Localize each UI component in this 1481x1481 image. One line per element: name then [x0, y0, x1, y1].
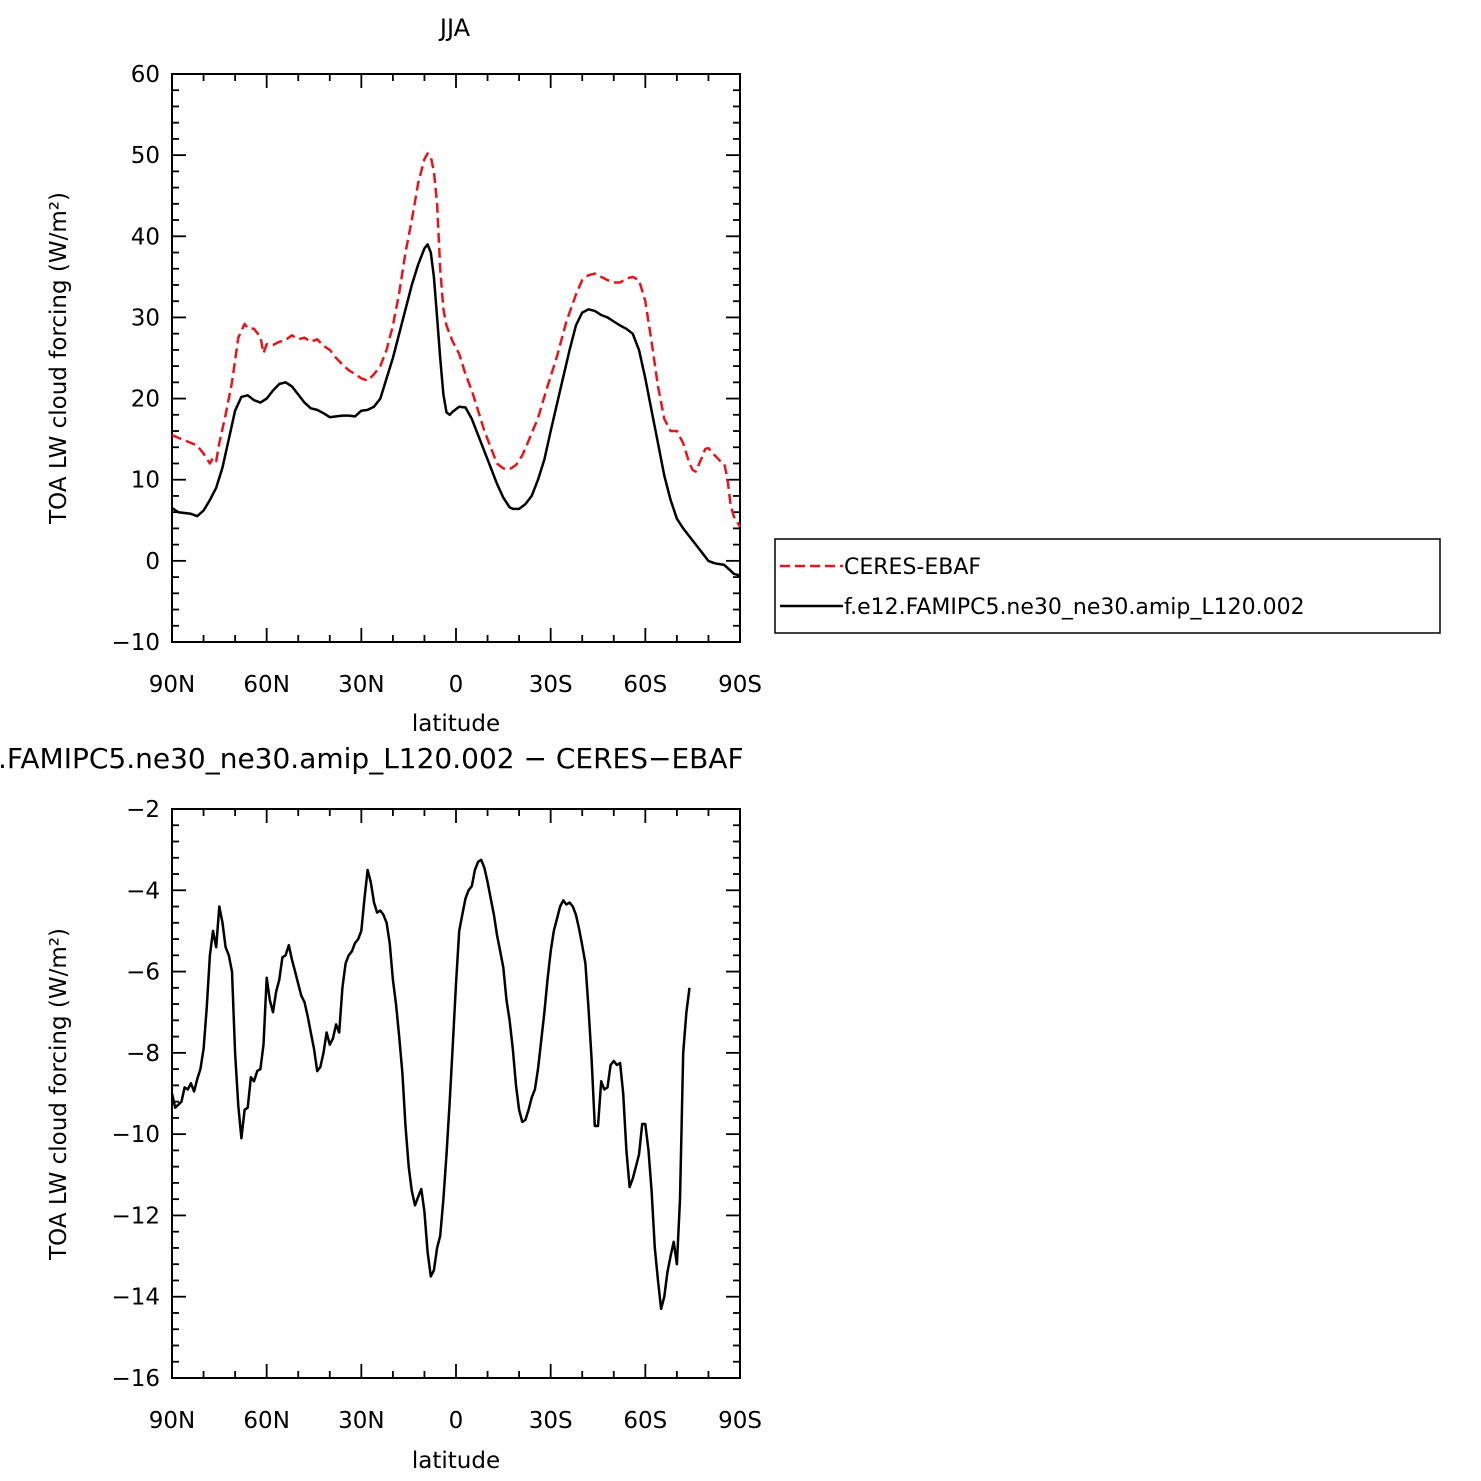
- top-x-tick-label: 30N: [338, 672, 384, 698]
- bottom-y-tick-label: −10: [111, 1122, 160, 1148]
- bottom-tick-labels: 90N 60N 30N 0 30S 60S 90S −16 −14 −12 −10 −8 −6 −4 −2: [111, 797, 761, 1434]
- top-x-tick-label: 60S: [623, 672, 667, 698]
- top-y-tick-label: 40: [131, 224, 160, 250]
- top-y-tick-label: 0: [145, 549, 160, 575]
- legend: CERES-EBAF f.e12.FAMIPC5.ne30_ne30.amip_…: [774, 538, 1441, 634]
- bottom-y-tick-label: −14: [111, 1285, 160, 1311]
- bottom-x-tick-label: 30S: [529, 1408, 573, 1434]
- top-tick-labels: 90N 60N 30N 0 30S 60S 90S −10 0 10 20 30 40 50 60: [111, 62, 761, 698]
- top-y-tick-label: 30: [131, 305, 160, 331]
- bottom-y-axis-label: TOA LW cloud forcing (W/m²): [46, 928, 72, 1261]
- top-panel: JJA 90N 60N 30N 0 30S 60S 90S−100102030405060 …: [46, 14, 1441, 737]
- top-series-lines: [171, 152, 742, 577]
- bottom-x-tick-label: 90N: [149, 1408, 195, 1434]
- bottom-series-line-0: [170, 858, 691, 1311]
- bottom-y-tick-label: −4: [126, 878, 160, 904]
- top-x-tick-label: 90N: [149, 672, 195, 698]
- top-x-tick-label: 60N: [243, 672, 289, 698]
- bottom-series-lines: [170, 858, 691, 1311]
- bottom-y-tick-label: −16: [111, 1366, 160, 1392]
- top-ticks: [171, 73, 741, 643]
- bottom-y-tick-label: −2: [126, 797, 160, 823]
- legend-box: [774, 538, 1441, 634]
- bottom-x-tick-label: 60N: [243, 1408, 289, 1434]
- top-y-tick-label: −10: [111, 630, 160, 656]
- bottom-x-tick-label: 0: [449, 1408, 464, 1434]
- top-y-axis-label: TOA LW cloud forcing (W/m²): [46, 192, 72, 525]
- top-y-tick-label: 20: [131, 387, 160, 413]
- bottom-x-tick-label: 60S: [623, 1408, 667, 1434]
- bottom-y-tick-label: −6: [126, 960, 160, 986]
- legend-label-model: f.e12.FAMIPC5.ne30_ne30.amip_L120.002: [844, 595, 1305, 620]
- top-x-axis-label: latitude: [412, 711, 500, 737]
- bottom-panel: f.e12.FAMIPC5.ne30_ne30.amip_L120.002 − …: [0, 742, 762, 1474]
- top-plot-area: 90N 60N 30N 0 30S 60S 90S −10 0 10 20 30 40 50 60: [111, 62, 761, 698]
- bottom-x-tick-label: 30N: [338, 1408, 384, 1434]
- bottom-y-tick-label: −12: [111, 1203, 160, 1229]
- bottom-x-tick-label: 90S: [718, 1408, 762, 1434]
- top-title: JJA: [438, 14, 471, 42]
- bottom-plot-frame: [171, 808, 741, 1379]
- legend-label-ceres: CERES-EBAF: [844, 555, 981, 580]
- bottom-title: f.e12.FAMIPC5.ne30_ne30.amip_L120.002 − …: [0, 742, 744, 775]
- bottom-y-tick-label: −8: [126, 1041, 160, 1067]
- top-series-line-1: [171, 243, 741, 577]
- bottom-ticks: [171, 808, 741, 1379]
- bottom-x-axis-label: latitude: [412, 1448, 500, 1474]
- top-series-line-0: [171, 152, 742, 528]
- top-x-tick-label: 30S: [529, 672, 573, 698]
- top-y-tick-label: 10: [131, 468, 160, 494]
- top-y-tick-label: 50: [131, 143, 160, 169]
- bottom-plot-area: 90N 60N 30N 0 30S 60S 90S −16 −14 −12 −10 −8 −6 −4 −2: [111, 797, 761, 1434]
- top-y-tick-label: 60: [131, 62, 160, 88]
- top-x-tick-label: 0: [449, 672, 464, 698]
- top-x-tick-label: 90S: [718, 672, 762, 698]
